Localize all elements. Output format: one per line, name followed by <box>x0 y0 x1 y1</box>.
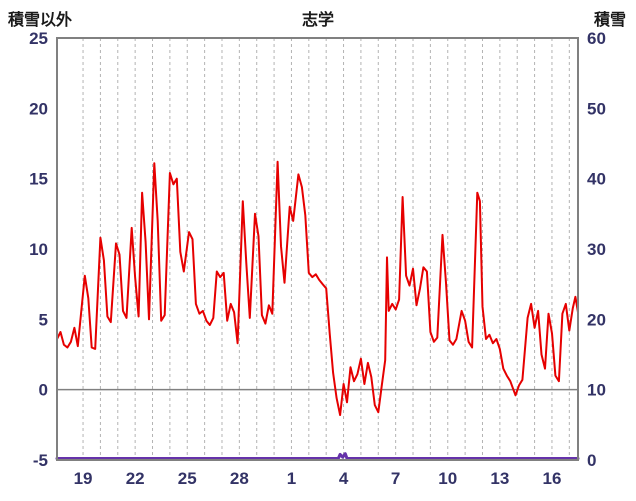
left-axis-tick: 20 <box>29 99 48 118</box>
left-axis-tick: 10 <box>29 240 48 259</box>
right-axis-tick: 0 <box>587 451 596 470</box>
x-axis-tick: 4 <box>339 469 349 488</box>
right-axis-tick: 40 <box>587 170 606 189</box>
x-axis-tick: 1 <box>287 469 296 488</box>
right-axis-tick: 20 <box>587 310 606 329</box>
left-axis-title: 積雪以外 <box>8 12 73 29</box>
left-axis-tick: 0 <box>39 381 48 400</box>
right-axis-tick: 60 <box>587 29 606 48</box>
left-axis-tick: 5 <box>39 310 48 329</box>
x-axis-tick: 7 <box>391 469 400 488</box>
right-axis-tick: 10 <box>587 381 606 400</box>
left-axis-tick: 15 <box>29 170 48 189</box>
left-axis-tick: 25 <box>29 29 48 48</box>
x-axis-tick: 13 <box>490 469 509 488</box>
plot-border <box>56 37 579 461</box>
x-axis-tick: 22 <box>126 469 145 488</box>
series-line-snow <box>55 452 580 460</box>
x-axis-tick: 10 <box>438 469 457 488</box>
x-axis-tick: 25 <box>178 469 197 488</box>
left-axis-tick: -5 <box>33 451 48 470</box>
x-axis-tick: 16 <box>542 469 561 488</box>
x-axis-tick: 19 <box>74 469 93 488</box>
x-axis-tick: 28 <box>230 469 249 488</box>
right-axis-tick: 30 <box>587 240 606 259</box>
right-axis-tick: 50 <box>587 99 606 118</box>
series-line-temperature <box>56 160 579 416</box>
right-axis-title: 積雪 <box>593 12 626 29</box>
page-title: 志学 <box>301 12 334 29</box>
